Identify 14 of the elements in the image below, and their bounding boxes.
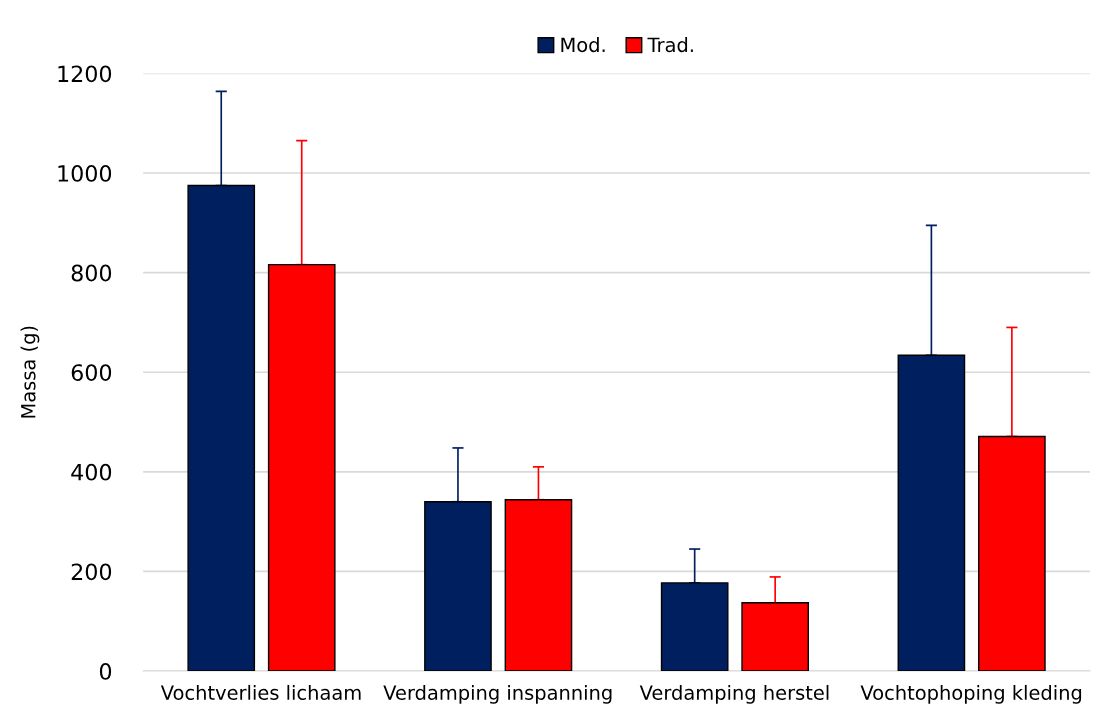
y-tick-label: 200 — [71, 563, 112, 581]
y-tick-label: 800 — [71, 264, 112, 282]
legend-label: Trad. — [647, 37, 693, 53]
x-tick-label: Vochtverlies lichaam — [160, 684, 361, 700]
x-tick-label: Vochtophoping kleding — [860, 684, 1082, 704]
y-tick-label: 600 — [71, 364, 112, 381]
x-tick-label: Verdamping herstel — [639, 684, 829, 704]
y-tick-label: 1000 — [58, 164, 112, 182]
y-tick-label: 1200 — [58, 65, 112, 83]
legend-label: Mod. — [561, 37, 605, 53]
x-tick-label: Verdamping inspanning — [383, 684, 612, 704]
y-tick-label: 0 — [99, 662, 112, 680]
y-tick-label: 400 — [71, 463, 112, 481]
y-axis-title: Massa (g) — [20, 326, 40, 418]
